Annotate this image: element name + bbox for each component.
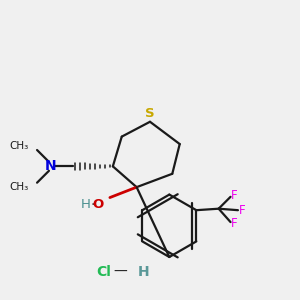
Text: ·: · — [91, 198, 95, 212]
Text: F: F — [231, 217, 237, 230]
Text: F: F — [239, 204, 246, 217]
Text: N: N — [45, 159, 56, 173]
Text: CH₃: CH₃ — [9, 140, 28, 151]
Text: H: H — [81, 199, 91, 212]
Text: O: O — [92, 199, 104, 212]
Text: —: — — [113, 265, 127, 279]
Text: F: F — [231, 189, 237, 202]
Text: CH₃: CH₃ — [9, 182, 28, 192]
Text: Cl: Cl — [97, 265, 111, 279]
Text: H: H — [138, 265, 150, 279]
Text: S: S — [145, 107, 155, 120]
